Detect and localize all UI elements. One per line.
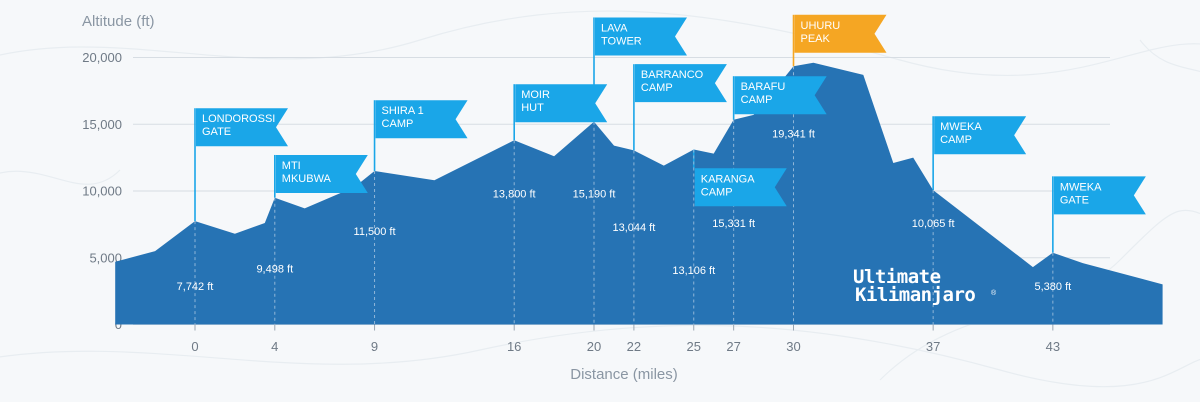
camp-flag-label: PEAK [801,33,831,45]
x-axis-title: Distance (miles) [570,366,678,383]
camp-flag-label: CAMP [701,186,733,198]
altitude-value-label: 15,190 ft [573,189,616,201]
brand-registered-mark: ® [991,289,997,297]
camp-flag [375,100,468,139]
camp-flag-label: BARRANCO [641,69,704,81]
x-tick-label: 27 [726,339,740,354]
x-tick-label: 22 [627,339,641,354]
camp-flag-label: CAMP [641,82,673,94]
camp-flag [196,108,288,147]
camp-flag [734,76,827,115]
altitude-value-label: 13,800 ft [493,189,536,201]
altitude-value-label: 10,065 ft [912,218,955,230]
camp-flag [595,17,687,56]
camp-flag-label: CAMP [741,94,773,106]
camp-flag-label: SHIRA 1 [382,105,424,117]
altitude-value-label: 15,331 ft [712,218,755,230]
x-tick-label: 25 [687,339,701,354]
brand-logo-line2: Kilimanjaro [855,284,975,306]
camp-flag-label: MWEKA [940,121,982,133]
camp-flag-label: TOWER [601,35,642,47]
camp-flag-label: CAMP [382,118,414,130]
camp-flag-label: MTI [282,160,301,172]
camp-flag [634,64,727,103]
camp-flag [694,168,787,207]
camp-flag-label: CAMP [940,134,972,146]
camp-flag [275,154,368,193]
x-tick-label: 4 [271,339,278,354]
altitude-value-label: 5,380 ft [1034,281,1071,293]
brand-logo: Ultimate Kilimanjaro ® [853,266,997,306]
brand-logo-line1: Ultimate [853,266,941,288]
camp-flag-label: MKUBWA [282,173,332,185]
x-tick-label: 0 [191,339,198,354]
camp-flag [794,14,887,53]
altitude-value-label: 11,500 ft [354,226,396,238]
altitude-value-label: 9,498 ft [256,263,293,275]
camp-flag [1053,176,1146,215]
camp-flag-label: MOIR [521,89,550,101]
elevation-profile-area [115,62,1163,325]
y-tick-label: 10,000 [82,184,122,199]
altitude-value-label: 7,742 ft [177,281,214,293]
x-tick-label: 43 [1046,339,1060,354]
camp-flag-label: BARAFU [741,81,786,93]
x-tick-label: 9 [371,339,378,354]
camp-flag [515,84,608,123]
x-tick-label: 20 [587,339,601,354]
camp-flag-label: GATE [1060,194,1089,206]
x-axis-ticks: 0 4 9 16 20 22 25 27 30 37 43 [191,324,1060,354]
altitude-value-label: 19,341 ft [772,129,815,141]
x-tick-label: 16 [507,339,521,354]
y-tick-label: 20,000 [82,50,122,65]
camp-flag-label: MWEKA [1060,181,1102,193]
camp-flag-label: HUT [521,102,544,114]
x-tick-label: 30 [786,339,800,354]
camp-flag-label: UHURU [801,20,841,32]
altitude-value-label: 13,044 ft [612,222,655,234]
altitude-value-labels: 7,742 ft 9,498 ft 11,500 ft 13,800 ft 15,190… [177,129,1072,293]
altitude-value-label: 13,106 ft [672,265,715,277]
camp-flag [934,116,1027,155]
camp-flag-label: GATE [202,126,231,138]
x-tick-label: 37 [926,339,940,354]
camp-flag-label: KARANGA [701,173,755,185]
y-tick-label: 15,000 [82,117,122,132]
y-axis-title: Altitude (ft) [82,13,155,30]
y-tick-label: 5,000 [89,250,122,265]
camp-flag-label: LAVA [601,22,628,34]
camp-flag-label: LONDOROSSI [202,113,275,125]
